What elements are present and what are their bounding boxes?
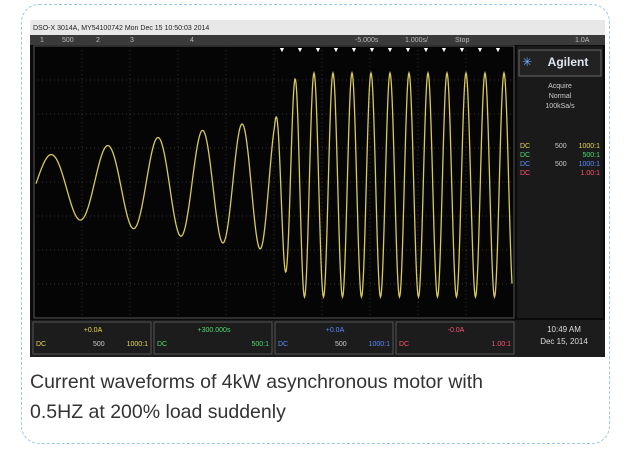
acquire-label: Normal [549, 93, 572, 100]
channel-offset: +0.0A [84, 327, 103, 334]
channel-probe: 1000:1 [579, 161, 601, 168]
channel-coupling: DC [520, 143, 530, 150]
top-bar-label: 1.0A [575, 37, 590, 44]
channel-coupling: DC [520, 170, 530, 177]
top-bar-label: 1.000s/ [405, 37, 428, 44]
marker: ▼ [297, 47, 304, 54]
caption-line: 0.5HZ at 200% load suddenly [30, 401, 286, 424]
marker: ▼ [423, 47, 430, 54]
marker: ▼ [387, 47, 394, 54]
marker: ▼ [405, 47, 412, 54]
brand-logo: ✳ [522, 55, 532, 69]
acquire-label: Acquire [548, 83, 572, 90]
clock-date: Dec 15, 2014 [540, 337, 588, 346]
channel-probe: 1000:1 [369, 341, 391, 348]
top-bar-label: 2 [96, 37, 100, 44]
channel-coupling: DC [520, 161, 530, 168]
caption-line: Current waveforms of 4kW asynchronous mo… [30, 371, 483, 394]
channel-probe: 1.00:1 [581, 170, 601, 177]
marker: ▼ [369, 47, 376, 54]
top-bar-label: 4 [190, 37, 194, 44]
top-bar-label: 3 [130, 37, 134, 44]
bottom-bar [30, 320, 605, 357]
marker: ▼ [477, 47, 484, 54]
clock-time: 10:49 AM [547, 325, 581, 334]
channel-offset: +300.000s [198, 327, 231, 334]
top-bar-label: -5.000s [355, 37, 379, 44]
channel-scale: 500 [93, 341, 105, 348]
channel-scale: 500 [555, 143, 567, 150]
channel-offset: -0.0A [448, 327, 465, 334]
top-bar-label: 500 [62, 37, 74, 44]
channel-coupling: DC [520, 152, 530, 159]
channel-probe: 500:1 [582, 152, 600, 159]
channel-probe: 1000:1 [579, 143, 601, 150]
top-bar-label: Stop [455, 37, 470, 44]
top-bar [30, 35, 605, 45]
marker: ▼ [441, 47, 448, 54]
brand: Agilent [548, 55, 589, 69]
marker: ▼ [351, 47, 358, 54]
marker: ▼ [495, 47, 502, 54]
channel-coupling: DC [36, 341, 46, 348]
marker: ▼ [459, 47, 466, 54]
top-bar-label: 1 [40, 37, 44, 44]
channel-scale: 500 [335, 341, 347, 348]
channel-coupling: DC [157, 341, 167, 348]
channel-probe: 1000:1 [127, 341, 149, 348]
oscilloscope-screen: DSO-X 3014A, MY54100742 Mon Dec 15 10:50… [0, 0, 633, 360]
marker: ▼ [315, 47, 322, 54]
acquire-label: 100kSa/s [545, 103, 575, 110]
page: DSO-X 3014A, MY54100742 Mon Dec 15 10:50… [0, 0, 633, 456]
channel-coupling: DC [399, 341, 409, 348]
marker: ▼ [333, 47, 340, 54]
channel-coupling: DC [278, 341, 288, 348]
channel-probe: 1.00:1 [492, 341, 512, 348]
header-text: DSO-X 3014A, MY54100742 Mon Dec 15 10:50… [33, 25, 209, 32]
channel-offset: +0.0A [326, 327, 345, 334]
channel-probe: 500:1 [251, 341, 269, 348]
marker: ▼ [279, 47, 286, 54]
channel-scale: 500 [555, 161, 567, 168]
